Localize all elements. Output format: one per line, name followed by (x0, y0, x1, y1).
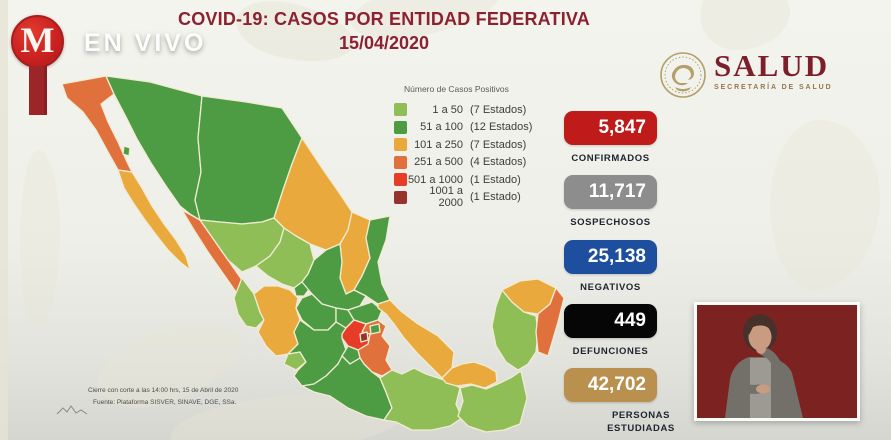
salud-wordmark: SALUD (714, 48, 830, 83)
milenio-logo-stem (29, 66, 47, 115)
legend-row: 1 a 50 (7 Estados) (394, 101, 569, 119)
legend-row: 501 a 1000 (1 Estado) (394, 171, 569, 189)
live-badge: EN VIVO (84, 29, 207, 57)
stat-value-box: 25,138 (564, 239, 657, 274)
legend-row: 251 a 500 (4 Estados) (394, 154, 569, 172)
legend-count: (4 Estados) (470, 156, 527, 169)
stat-label: NEGATIVOS (580, 281, 641, 293)
stat-defunciones: 449 DEFUNCIONES (564, 304, 659, 358)
mexico-government-seal-icon (660, 52, 706, 98)
sign-language-interpreter-video (694, 302, 860, 421)
legend-swatch (394, 155, 407, 169)
legend-title: Número de Casos Positivos (404, 84, 509, 94)
stat-confirmados: 5,847 CONFIRMADOS (564, 111, 659, 165)
legend-row: 101 a 250 (7 Estados) (394, 136, 569, 154)
legend-range: 51 a 100 (420, 121, 463, 134)
legend-swatch (394, 120, 407, 134)
background-watermark (0, 0, 8, 440)
legend-row: 51 a 100 (12 Estados) (394, 119, 569, 137)
stat-label: CONFIRMADOS (571, 153, 650, 164)
legend-swatch (394, 190, 407, 204)
source-note: Cierre con corte a las 14:00 hrs, 15 de … (88, 385, 238, 410)
state-isla-tiburon (122, 145, 131, 157)
stat-negativos: 25,138 NEGATIVOS (564, 239, 659, 294)
state-baja-california-sur (117, 169, 191, 271)
salud-logo-text: SALUD SECRETARÍA DE SALUD (714, 50, 833, 91)
title-line-1: COVID-19: CASOS POR ENTIDAD FEDERATIVA (178, 9, 590, 29)
mexico-choropleth-map (61, 75, 565, 433)
legend-range: 101 a 250 (414, 138, 463, 151)
salud-subtitle: SECRETARÍA DE SALUD (714, 84, 833, 91)
state-chiapas (457, 370, 528, 433)
title-date: 15/04/2020 (338, 33, 430, 53)
stat-label: PERSONAS ESTUDIADAS (607, 410, 675, 434)
legend-count: (7 Estados) (470, 138, 527, 151)
salud-logo: SALUD SECRETARÍA DE SALUD (658, 50, 833, 100)
stat-personas-estudiadas: 42,702 PERSONAS ESTUDIADAS (564, 368, 674, 435)
state-quintana-roo (535, 287, 565, 357)
stat-value: 5,847 (598, 117, 646, 138)
legend-range: 501 a 1000 (407, 173, 463, 186)
legend-range: 251 a 500 (414, 156, 463, 169)
stat-value: 449 (614, 310, 646, 332)
legend-count: (1 Estado) (470, 191, 521, 204)
stat-value: 25,138 (587, 245, 646, 267)
state-tabasco (441, 361, 498, 389)
state-baja-california (61, 75, 133, 173)
legend-count: (7 Estados) (470, 103, 527, 116)
map-legend: Número de Casos Positivos 1 a 50 (7 Esta… (394, 84, 569, 209)
state-guerrero (301, 355, 393, 421)
data-source: Fuente: Plataforma SISVER, SINAVE, DGE, … (93, 399, 237, 407)
stat-value: 11,717 (588, 181, 646, 203)
page-title: COVID-19: CASOS POR ENTIDAD FEDERATIVA 1… (158, 9, 610, 54)
legend-swatch (394, 138, 407, 152)
mountain-squiggle-icon (56, 405, 88, 415)
legend-row: 1001 a 2000 (1 Estado) (394, 185, 569, 209)
legend-swatch (394, 173, 407, 187)
background-watermark (700, 0, 790, 50)
stat-value-box: 449 (564, 304, 657, 339)
stat-value-box: 5,847 (564, 111, 657, 145)
state-estado-de-mexico (341, 319, 371, 351)
stat-value-box: 42,702 (564, 368, 657, 403)
legend-swatch (394, 103, 407, 117)
milenio-logo: M (11, 15, 64, 68)
state-veracruz (377, 299, 455, 379)
stat-label: SOSPECHOSOS (570, 217, 651, 229)
legend-count: (12 Estados) (470, 121, 533, 134)
state-coahuila (273, 137, 353, 251)
interpreter-figure (697, 305, 857, 418)
state-tlaxcala (369, 323, 381, 335)
stat-value: 42,702 (587, 374, 646, 396)
state-ciudad-de-mexico (359, 331, 369, 343)
stat-label: DEFUNCIONES (572, 346, 649, 358)
summary-stats: 5,847 CONFIRMADOS 11,717 SOSPECHOSOS 25,… (564, 111, 674, 440)
stat-value-box: 11,717 (564, 175, 657, 210)
map-states (61, 75, 565, 433)
milenio-logo-letter: M (20, 20, 55, 60)
legend-range: 1001 a 2000 (429, 185, 463, 210)
legend-count: (1 Estado) (470, 173, 521, 186)
legend-range: 1 a 50 (432, 103, 463, 116)
background-watermark (770, 120, 880, 290)
cutoff-note: Cierre con corte a las 14:00 hrs, 15 de … (88, 387, 239, 394)
stat-sospechosos: 11,717 SOSPECHOSOS (564, 175, 659, 229)
